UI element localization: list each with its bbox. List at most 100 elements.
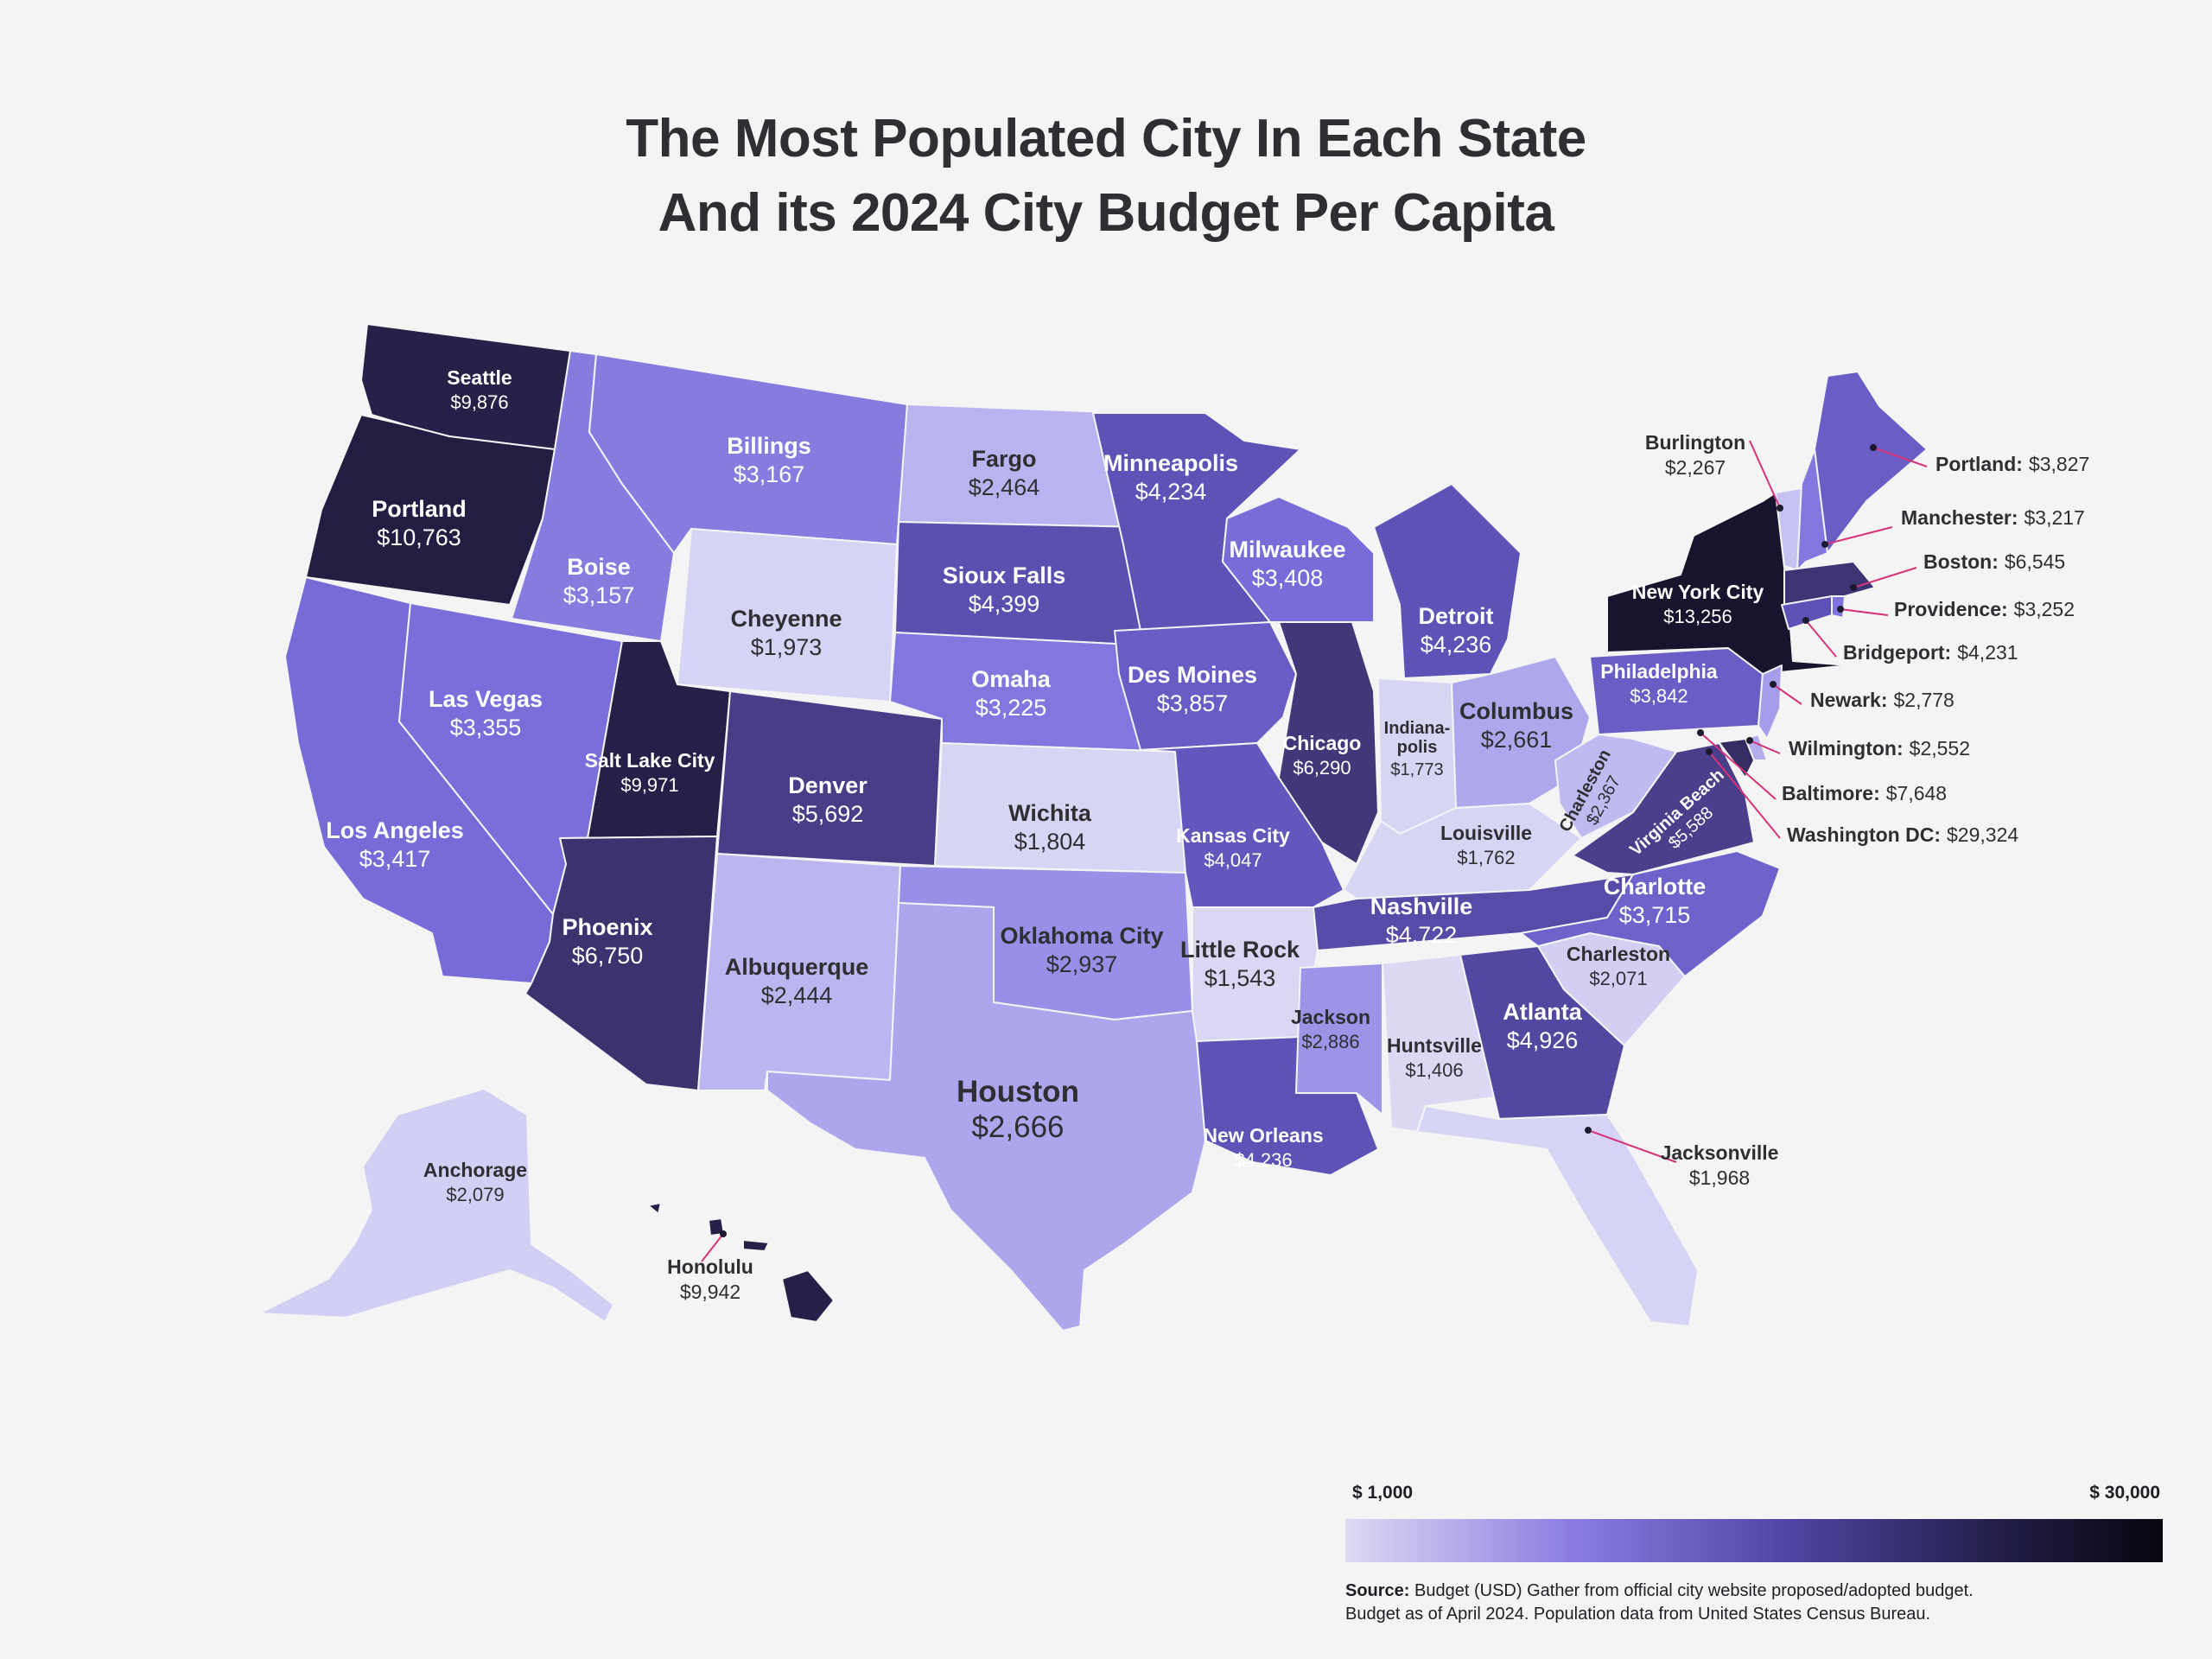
leader-label-ct: Bridgeport: $4,231 — [1843, 641, 2018, 664]
map-title: The Most Populated City In Each State An… — [0, 102, 2212, 251]
city-name-oh: Columbus — [1459, 698, 1573, 724]
city-name-ca: Los Angeles — [326, 817, 464, 843]
source-note: Source: Budget (USD) Gather from officia… — [1345, 1580, 1974, 1626]
city-budget-nc: $3,715 — [1619, 902, 1691, 928]
city-budget-ak: $2,079 — [446, 1184, 504, 1205]
city-budget-fl: $1,968 — [1689, 1166, 1750, 1189]
leader-line-nh — [1824, 526, 1893, 545]
city-budget-in: $1,773 — [1390, 760, 1443, 779]
city-name-ms: Jackson — [1291, 1006, 1370, 1028]
city-budget-ct: $4,231 — [1957, 641, 2018, 664]
city-budget-mo: $4,047 — [1204, 849, 1262, 871]
city-budget-pa: $3,842 — [1630, 685, 1688, 707]
city-name-nv: Las Vegas — [429, 686, 543, 712]
city-name-wa: Seattle — [447, 366, 512, 389]
city-dot-ri — [1837, 606, 1844, 613]
city-name-ri: Providence: — [1894, 598, 2008, 620]
city-budget-mn: $4,234 — [1135, 479, 1207, 505]
city-name-mo: Kansas City — [1176, 824, 1290, 847]
state-mo — [1140, 742, 1344, 908]
city-name-al: Huntsville — [1387, 1034, 1482, 1057]
city-budget-ri: $3,252 — [2014, 598, 2075, 620]
leader-line-fl — [1587, 1129, 1677, 1163]
leader-line-vt — [1749, 440, 1781, 509]
city-budget-il: $6,290 — [1293, 757, 1351, 779]
city-name-wi: Milwaukee — [1229, 537, 1345, 563]
leader-line-nj — [1772, 683, 1802, 705]
city-dot-dc — [1706, 748, 1713, 755]
city-name-tx: Houston — [957, 1075, 1079, 1109]
city-budget-co: $5,692 — [792, 801, 864, 827]
city-budget-ma: $6,545 — [2005, 550, 2065, 573]
city-dot-fl — [1585, 1127, 1592, 1134]
city-budget-ca: $3,417 — [359, 846, 431, 872]
city-name-ak: Anchorage — [423, 1159, 527, 1181]
leader-label-dc: Washington DC: $29,324 — [1787, 823, 2018, 846]
city-budget-al: $1,406 — [1405, 1059, 1463, 1081]
city-name-ma: Boston: — [1923, 550, 1999, 573]
state-ma — [1783, 561, 1876, 606]
city-name-mi: Detroit — [1419, 603, 1494, 629]
city-budget-ar: $1,543 — [1205, 965, 1276, 991]
state-ct — [1781, 595, 1833, 630]
city-dot-me — [1870, 444, 1877, 451]
city-budget-mi: $4,236 — [1421, 632, 1492, 658]
state-fl — [1416, 1105, 1699, 1327]
city-budget-hi: $9,942 — [680, 1281, 741, 1303]
city-budget-ny: $13,256 — [1663, 606, 1732, 627]
city-budget-me: $3,827 — [2029, 453, 2089, 475]
city-budget-md: $7,648 — [1886, 782, 1947, 804]
leader-line-ri — [1840, 608, 1889, 616]
city-budget-tx: $2,666 — [971, 1110, 1064, 1144]
city-budget-or: $10,763 — [377, 524, 461, 550]
city-name-ga: Atlanta — [1503, 999, 1582, 1025]
city-budget-ut: $9,971 — [620, 774, 678, 796]
city-name-in-part1: Indiana- — [1384, 719, 1451, 738]
state-wi — [1222, 496, 1375, 623]
title-line-2: And its 2024 City Budget Per Capita — [658, 183, 1554, 243]
leader-line-ma — [1853, 567, 1917, 588]
leader-line-md — [1700, 732, 1777, 800]
city-name-mn: Minneapolis — [1103, 450, 1238, 476]
city-budget-sd: $4,399 — [969, 591, 1040, 617]
city-budget-ms: $2,886 — [1301, 1031, 1359, 1052]
leader-label-nh: Manchester: $3,217 — [1901, 506, 2085, 529]
legend-min-label: $ 1,000 — [1352, 1483, 1414, 1503]
city-budget-ne: $3,225 — [976, 695, 1047, 721]
leader-label-de: Wilmington: $2,552 — [1789, 737, 1970, 760]
city-name-tn: Nashville — [1370, 893, 1473, 919]
city-name-nd: Fargo — [971, 446, 1036, 472]
leader-label-me: Portland: $3,827 — [1936, 453, 2089, 475]
city-budget-ia: $3,857 — [1157, 690, 1229, 716]
leader-label-nj: Newark: $2,778 — [1810, 689, 1955, 711]
city-name-ct: Bridgeport: — [1843, 641, 1951, 664]
city-name-in-part2: polis — [1397, 738, 1438, 757]
city-budget-tn: $4,722 — [1386, 922, 1458, 948]
city-name-nm: Albuquerque — [725, 954, 869, 980]
title-line-1: The Most Populated City In Each State — [626, 109, 1586, 168]
city-name-ia: Des Moines — [1128, 662, 1257, 688]
city-budget-dc: $29,324 — [1947, 823, 2018, 846]
source-line-2: Budget as of April 2024. Population data… — [1345, 1605, 1931, 1624]
state-nh — [1796, 448, 1828, 571]
city-budget-nh: $3,217 — [2024, 506, 2084, 529]
leader-line-me — [1872, 447, 1928, 467]
city-name-la: New Orleans — [1203, 1124, 1323, 1147]
city-name-vt: Burlington — [1645, 431, 1745, 454]
city-budget-nj: $2,778 — [1893, 689, 1954, 711]
state-ak — [258, 1088, 614, 1323]
legend-color-scale — [1345, 1519, 2163, 1562]
city-dot-hi — [720, 1230, 727, 1237]
city-budget-de: $2,552 — [1910, 737, 1970, 760]
leader-label-ri: Providence: $3,252 — [1894, 598, 2075, 620]
city-name-ks: Wichita — [1008, 800, 1092, 826]
city-name-md: Baltimore: — [1782, 782, 1880, 804]
city-name-az: Phoenix — [562, 914, 652, 940]
city-name-mt: Billings — [727, 433, 811, 459]
city-budget-az: $6,750 — [572, 943, 644, 969]
state-me — [1814, 371, 1928, 554]
city-name-ok: Oklahoma City — [1000, 923, 1163, 949]
city-budget-wa: $9,876 — [450, 391, 508, 413]
city-budget-nd: $2,464 — [969, 474, 1040, 500]
